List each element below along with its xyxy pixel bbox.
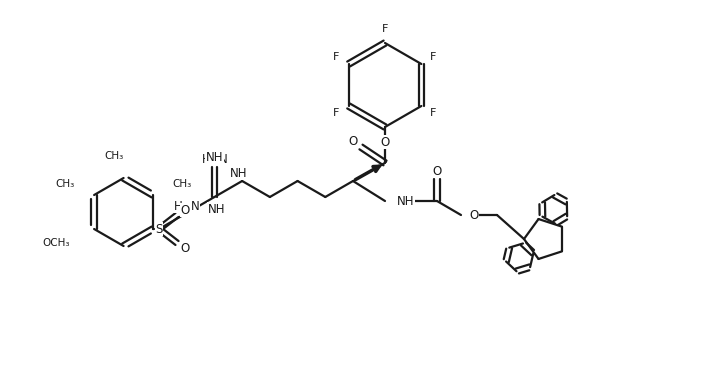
Text: O: O: [469, 209, 478, 222]
Text: CH₃: CH₃: [56, 179, 75, 189]
Text: NH: NH: [206, 151, 223, 164]
Text: S: S: [155, 222, 163, 235]
Text: NH: NH: [397, 195, 414, 208]
Polygon shape: [353, 161, 387, 181]
Text: N: N: [219, 152, 227, 165]
Text: NH: NH: [229, 166, 247, 179]
Text: O: O: [180, 204, 189, 216]
Text: NH: NH: [208, 202, 225, 215]
Text: F: F: [430, 52, 436, 62]
Text: F: F: [430, 108, 436, 118]
Text: F: F: [333, 108, 340, 118]
Text: O: O: [348, 135, 357, 148]
Text: N: N: [191, 199, 199, 212]
Text: O: O: [180, 242, 189, 255]
Text: CH₃: CH₃: [105, 151, 124, 161]
Text: O: O: [380, 135, 389, 148]
Text: F: F: [333, 52, 340, 62]
Text: F: F: [382, 24, 388, 34]
Text: CH₃: CH₃: [172, 179, 192, 189]
Text: O: O: [432, 165, 441, 178]
Text: OCH₃: OCH₃: [43, 238, 70, 248]
Text: H: H: [174, 199, 183, 212]
Text: H: H: [201, 152, 211, 165]
